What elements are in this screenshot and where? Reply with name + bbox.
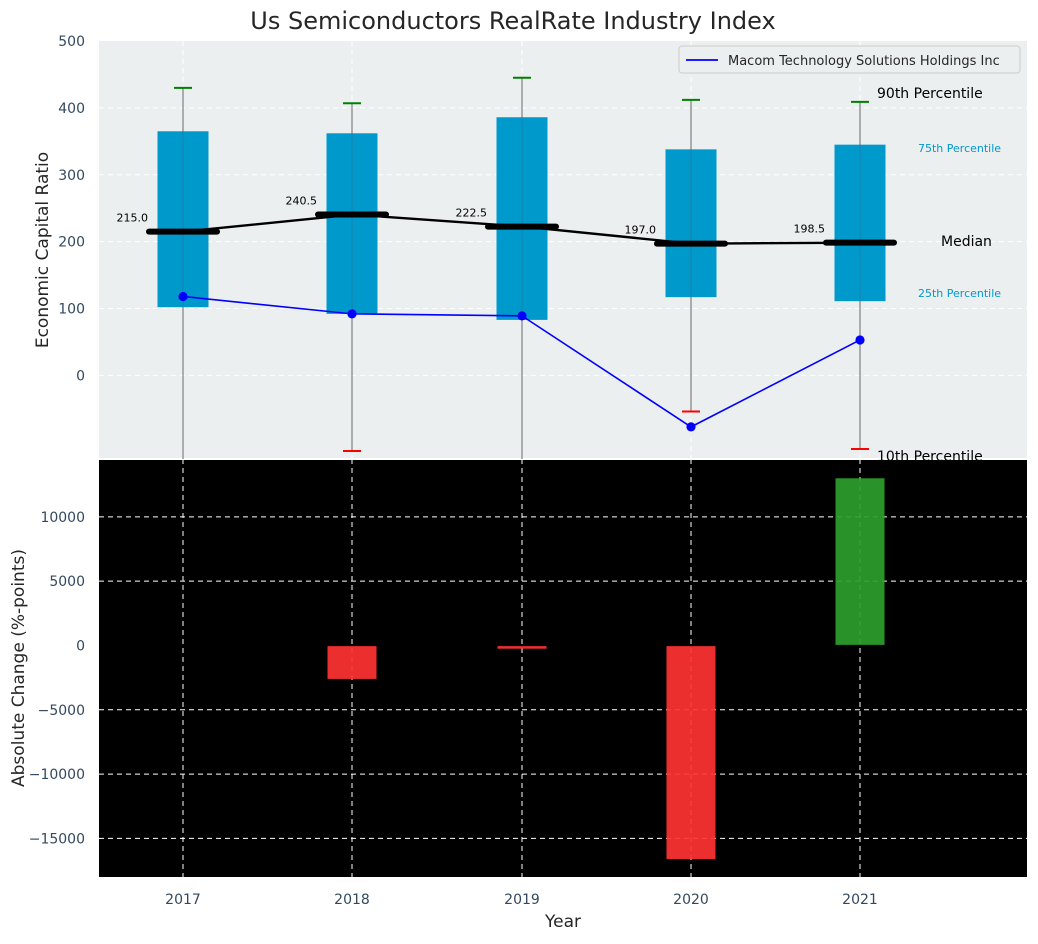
median-value-label: 197.0 [625, 224, 657, 237]
top-y-tick-label: 0 [76, 368, 85, 384]
top-y-tick-label: 400 [58, 101, 85, 117]
annotation-p25: 25th Percentile [918, 287, 1001, 300]
legend-box [678, 45, 1021, 74]
top-y-tick-label: 500 [58, 34, 85, 50]
bottom-y-tick-label: −5000 [38, 703, 85, 719]
top-plot-area [99, 41, 1027, 459]
annotation-p10: 10th Percentile [877, 449, 983, 465]
series-point-2021 [855, 335, 865, 345]
x-axis-label: Year [544, 912, 581, 932]
bottom-y-tick-label: 5000 [49, 574, 85, 590]
median-value-label: 222.5 [456, 207, 488, 220]
series-point-2019 [517, 311, 527, 321]
x-tick-label: 2019 [504, 892, 540, 908]
x-tick-label: 2017 [165, 892, 201, 908]
bottom-plot-area [99, 459, 1027, 877]
median-value-label: 240.5 [286, 195, 318, 208]
x-tick-label: 2020 [673, 892, 709, 908]
top-y-axis-label: Economic Capital Ratio [33, 152, 53, 348]
median-value-label: 198.5 [794, 223, 826, 236]
bottom-y-axis-label: Absolute Change (%-points) [9, 549, 29, 787]
change-bar-2019 [497, 645, 547, 649]
change-bar-2018 [327, 645, 377, 679]
bottom-y-tick-label: −15000 [29, 831, 85, 847]
x-tick-label: 2018 [334, 892, 370, 908]
series-point-2017 [178, 291, 188, 302]
change-bar-2021 [835, 478, 885, 646]
top-plot-group: 215.0 240.5 222.5 197.0 198.5 [117, 76, 897, 459]
x-tick-label: 2021 [842, 892, 878, 908]
bottom-y-tick-label: 10000 [40, 510, 85, 526]
top-y-tick-label: 200 [58, 235, 85, 251]
median-value-label: 215.0 [117, 212, 149, 225]
series-point-2018 [347, 309, 357, 319]
annotation-median: Median [941, 234, 992, 250]
top-y-tick-label: 100 [58, 302, 85, 318]
change-bar-2020 [666, 645, 716, 859]
chart-title: Us Semiconductors RealRate Industry Inde… [250, 7, 775, 35]
top-y-tick-label: 300 [58, 168, 85, 184]
series-point-2020 [686, 422, 696, 432]
annotation-p90: 90th Percentile [877, 86, 983, 102]
bottom-y-tick-label: 0 [76, 638, 85, 654]
legend-label-macom: Macom Technology Solutions Holdings Inc [728, 54, 1000, 69]
annotation-p75: 75th Percentile [918, 142, 1001, 155]
bottom-y-tick-label: −10000 [29, 767, 85, 783]
